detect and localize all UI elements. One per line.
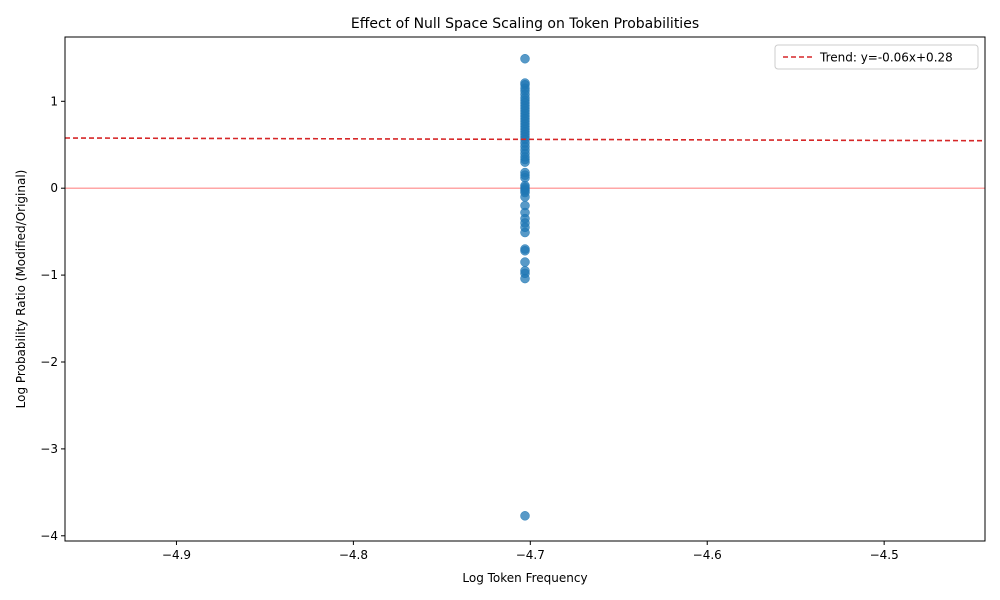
y-tick-label: −1	[40, 268, 58, 282]
y-tick-label: −3	[40, 442, 58, 456]
data-point	[520, 192, 530, 202]
trend-layer	[65, 137, 985, 142]
plot-frame	[64, 36, 986, 542]
y-tick-label: −2	[40, 355, 58, 369]
legend-box	[774, 44, 979, 70]
data-point	[520, 273, 530, 284]
legend-trend-label: Trend: y=-0.06x+0.28	[819, 51, 953, 65]
y-tick-label: 1	[50, 94, 58, 108]
legend: Trend: y=-0.06x+0.28	[774, 44, 979, 70]
y-axis-ticks: −4 −3 −2 −1 0 1	[40, 94, 65, 543]
x-axis-label: Log Token Frequency	[462, 571, 587, 585]
y-tick-label: −4	[40, 529, 58, 543]
chart-title: Effect of Null Space Scaling on Token Pr…	[351, 16, 699, 32]
data-point	[520, 53, 530, 64]
y-tick-label: 0	[50, 181, 58, 195]
x-tick-label: −4.5	[870, 548, 899, 562]
points-layer	[520, 53, 530, 521]
x-tick-label: −4.6	[693, 548, 722, 562]
y-axis-label: Log Probability Ratio (Modified/Original…	[14, 170, 28, 409]
data-point	[520, 257, 530, 267]
data-point	[520, 246, 530, 256]
trend-line	[65, 137, 985, 142]
x-tick-label: −4.9	[162, 548, 191, 562]
x-tick-label: −4.7	[516, 548, 545, 562]
x-axis-ticks: −4.9 −4.8 −4.7 −4.6 −4.5	[162, 541, 899, 562]
data-point	[520, 227, 530, 238]
data-point	[520, 157, 530, 167]
x-tick-label: −4.8	[339, 548, 368, 562]
data-point	[520, 511, 530, 521]
